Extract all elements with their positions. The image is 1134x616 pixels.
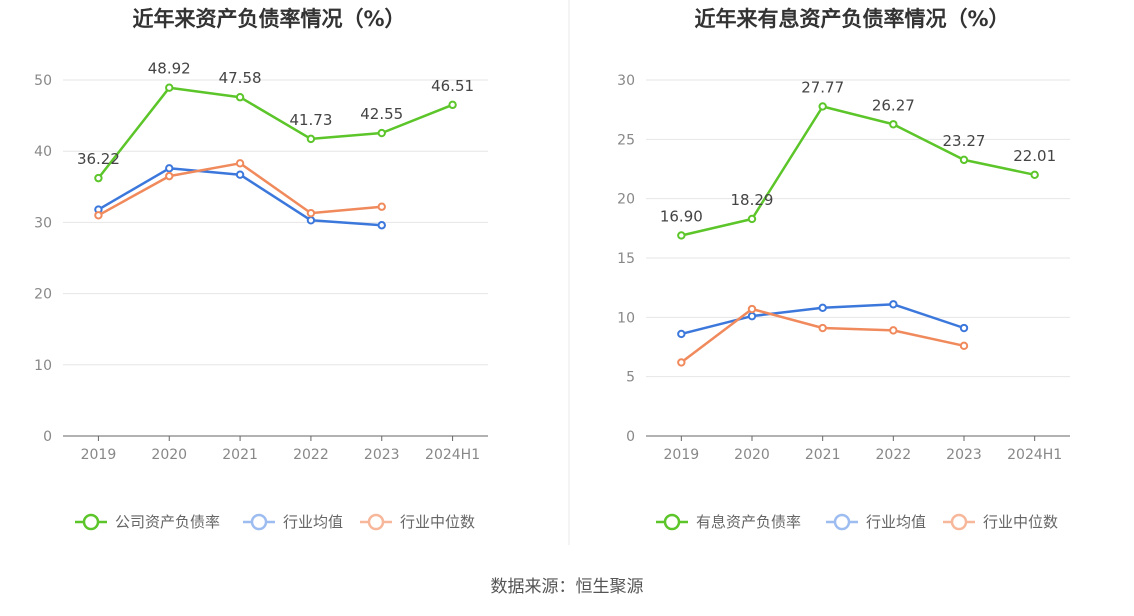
data-point [959, 155, 969, 165]
x-tick-label: 2019 [664, 447, 700, 463]
x-tick-label: 2022 [876, 447, 912, 463]
data-label: 42.55 [360, 105, 403, 123]
data-point [377, 221, 386, 230]
series-line [97, 86, 454, 179]
legend-label: 行业均值 [866, 513, 926, 531]
data-point [818, 102, 827, 111]
left-chart-plot: 0 10 20 30 40 50 2019 2020 2021 2022 2023 2024H1 36.… [34, 60, 488, 463]
x-tick-label: 2021 [805, 447, 841, 463]
data-point [306, 134, 316, 144]
data-label: 16.90 [660, 207, 703, 225]
data-label: 36.22 [77, 150, 120, 168]
right-chart-plot: 0 5 10 15 20 25 30 2019 2020 2021 2022 2023 2024H1 16… [617, 73, 1070, 463]
x-tick-label: 2021 [222, 447, 258, 463]
data-point [889, 120, 898, 129]
data-point [377, 202, 386, 211]
y-tick-label: 20 [617, 192, 635, 208]
data-source: 数据来源：恒生聚源 [491, 577, 644, 597]
left-chart-title: 近年来资产负债率情况（%） [132, 7, 405, 31]
x-tick-label: 2024H1 [1007, 447, 1062, 463]
data-point [165, 171, 174, 181]
data-point [165, 83, 174, 92]
data-point [94, 211, 103, 220]
data-point [165, 164, 174, 173]
data-label: 46.51 [431, 77, 474, 95]
right-chart-title: 近年来有息资产负债率情况（%） [694, 7, 1009, 31]
data-point [677, 329, 686, 339]
data-point [959, 341, 969, 351]
y-tick-label: 0 [43, 429, 52, 445]
x-tick-label: 2024H1 [425, 447, 480, 463]
y-tick-label: 50 [34, 73, 52, 89]
data-point [306, 208, 316, 218]
data-point [677, 231, 686, 240]
data-point [235, 93, 245, 102]
data-point [889, 300, 898, 309]
legend-swatch-marker [663, 513, 681, 531]
legend-label: 行业中位数 [983, 513, 1058, 531]
data-point [818, 303, 827, 313]
y-tick-label: 10 [34, 358, 52, 374]
data-label: 23.27 [943, 132, 986, 150]
legend-label: 公司资产负债率 [115, 513, 220, 531]
legend-swatch-marker [833, 513, 851, 531]
data-point [747, 311, 757, 321]
y-tick-label: 10 [617, 310, 635, 326]
y-tick-label: 40 [34, 144, 52, 160]
right-chart-legend: 有息资产负债率 行业均值 行业中位数 [656, 513, 1058, 531]
data-point [235, 170, 245, 179]
data-label: 26.27 [872, 96, 915, 114]
data-point [677, 358, 686, 367]
data-point [747, 214, 757, 224]
legend-label: 行业中位数 [400, 513, 475, 531]
x-tick-label: 2023 [364, 447, 400, 463]
data-point [818, 323, 827, 333]
data-label: 41.73 [289, 111, 332, 129]
data-label: 47.58 [219, 69, 262, 87]
data-label: 18.29 [731, 191, 774, 209]
legend-label: 行业均值 [283, 513, 343, 531]
y-tick-label: 30 [617, 73, 635, 89]
y-tick-label: 0 [626, 429, 635, 445]
y-tick-label: 30 [34, 215, 52, 231]
data-point [889, 326, 898, 335]
y-tick-label: 15 [617, 251, 635, 267]
data-point [959, 323, 969, 333]
left-chart-legend: 公司资产负债率 行业均值 行业中位数 [75, 513, 475, 531]
x-tick-label: 2022 [293, 447, 329, 463]
data-point [306, 216, 316, 225]
legend-swatch-marker [82, 513, 100, 531]
data-point [1030, 170, 1039, 180]
data-label: 48.92 [148, 60, 191, 78]
y-tick-label: 5 [626, 370, 635, 386]
data-label: 22.01 [1013, 147, 1056, 165]
y-tick-label: 20 [34, 287, 52, 303]
x-tick-label: 2020 [151, 447, 187, 463]
series-line [681, 105, 1035, 237]
data-label: 27.77 [801, 78, 844, 96]
data-point [377, 128, 386, 138]
legend-swatch-marker [950, 513, 968, 531]
data-point [94, 173, 103, 183]
x-tick-label: 2020 [734, 447, 770, 463]
legend-swatch-marker [367, 513, 385, 531]
data-point [747, 304, 757, 314]
legend-swatch-marker [250, 513, 268, 531]
x-tick-label: 2019 [81, 447, 117, 463]
data-point [235, 159, 245, 168]
x-tick-label: 2023 [946, 447, 982, 463]
y-tick-label: 25 [617, 132, 635, 148]
data-point [448, 100, 457, 110]
legend-label: 有息资产负债率 [696, 513, 801, 531]
